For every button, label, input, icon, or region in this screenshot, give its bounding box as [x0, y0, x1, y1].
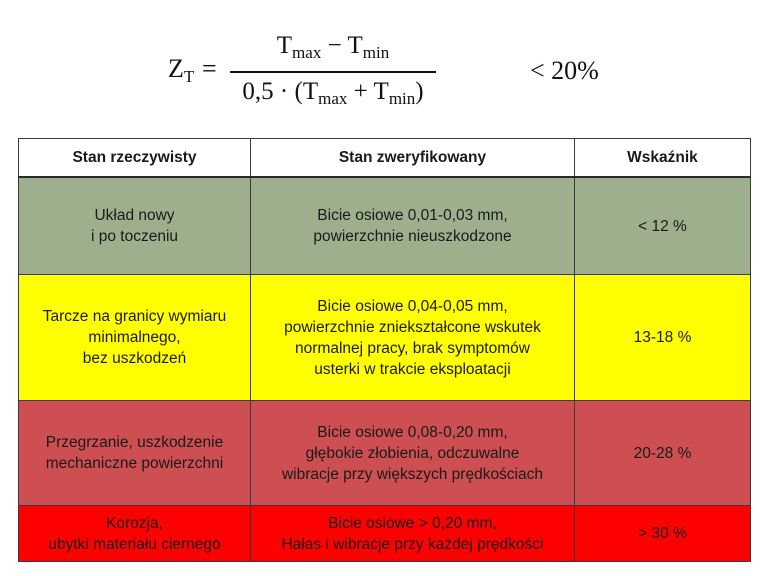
numerator-operator: −: [321, 32, 348, 59]
formula-lhs: ZT: [168, 54, 194, 92]
formula-threshold: < 20%: [530, 56, 599, 85]
cell-actual-state: Tarcze na granicy wymiaru minimalnego, b…: [18, 274, 251, 401]
cell-indicator-text: < 12 %: [638, 217, 687, 235]
cell-indicator: 13-18 %: [574, 274, 751, 401]
condition-table: Stan rzeczywisty Stan zweryfikowany Wska…: [18, 138, 751, 562]
denominator-term2: T: [373, 78, 389, 105]
denominator-suffix: ): [415, 78, 424, 105]
cell-verified-text: Bicie osiowe 0,01-0,03 mm, powierzchnie …: [313, 207, 512, 245]
cell-indicator-text: 13-18 %: [633, 329, 692, 346]
cell-actual-state: Układ nowy i po toczeniu: [18, 176, 251, 275]
denominator-term2-subscript: min: [388, 89, 416, 108]
denominator-term1: T: [302, 78, 319, 105]
table-row: Układ nowy i po toczeniu Bicie osiowe 0,…: [18, 176, 751, 275]
table-row: Przegrzanie, uszkodzenie mechaniczne pow…: [18, 400, 751, 506]
cell-verified-state: Bicie osiowe 0,04-0,05 mm, powierzchnie …: [250, 274, 575, 401]
formula-lhs-symbol: Z: [168, 54, 184, 83]
cell-indicator: < 12 %: [574, 176, 751, 275]
formula-fraction: Tmax − Tmin 0,5 · (Tmax + Tmin): [230, 30, 436, 115]
cell-indicator-text: > 30 %: [638, 525, 687, 542]
denominator-term1-subscript: max: [318, 89, 348, 108]
cell-indicator: > 30 %: [574, 505, 751, 562]
cell-actual-state: Przegrzanie, uszkodzenie mechaniczne pow…: [18, 400, 251, 506]
cell-verified-state: Bicie osiowe 0,01-0,03 mm, powierzchnie …: [250, 176, 575, 275]
fraction-bar: [230, 71, 436, 73]
table-header-row: Stan rzeczywisty Stan zweryfikowany Wska…: [18, 138, 751, 178]
cell-verified-text: Bicie osiowe > 0,20 mm, Hałas i wibracje…: [281, 514, 544, 553]
formula-numerator: Tmax − Tmin: [230, 30, 436, 69]
cell-actual-text: Tarcze na granicy wymiaru minimalnego, b…: [42, 308, 227, 367]
denominator-prefix: 0,5 · (: [242, 78, 303, 105]
cell-actual-text: Układ nowy i po toczeniu: [90, 207, 179, 245]
formula-lhs-subscript: T: [183, 67, 195, 86]
formula-denominator: 0,5 · (Tmax + Tmin): [230, 76, 436, 115]
cell-verified-state: Bicie osiowe > 0,20 mm, Hałas i wibracje…: [250, 505, 575, 562]
cell-actual-state: Korozja, ubytki materiału ciernego: [18, 505, 251, 562]
cell-verified-text: Bicie osiowe 0,04-0,05 mm, powierzchnie …: [284, 297, 541, 378]
numerator-term2: T: [347, 32, 363, 59]
cell-verified-text: Bicie osiowe 0,08-0,20 mm, głębokie złob…: [281, 423, 543, 483]
cell-actual-text: Korozja, ubytki materiału ciernego: [48, 514, 221, 553]
numerator-term1: T: [276, 32, 293, 59]
header-indicator: Wskaźnik: [574, 138, 751, 178]
table-row: Tarcze na granicy wymiaru minimalnego, b…: [18, 274, 751, 401]
formula-equals: =: [202, 54, 217, 83]
cell-verified-state: Bicie osiowe 0,08-0,20 mm, głębokie złob…: [250, 400, 575, 506]
table-row: Korozja, ubytki materiału ciernego Bicie…: [18, 505, 751, 562]
header-verified-state: Stan zweryfikowany: [250, 138, 575, 178]
denominator-operator: +: [347, 78, 374, 105]
header-actual-state: Stan rzeczywisty: [18, 138, 251, 178]
cell-indicator: 20-28 %: [574, 400, 751, 506]
formula: ZT = Tmax − Tmin 0,5 · (Tmax + Tmin) < 2…: [0, 0, 768, 130]
numerator-term2-subscript: min: [362, 43, 390, 62]
cell-indicator-text: 20-28 %: [633, 444, 692, 462]
numerator-term1-subscript: max: [292, 43, 322, 62]
cell-actual-text: Przegrzanie, uszkodzenie mechaniczne pow…: [45, 434, 224, 472]
